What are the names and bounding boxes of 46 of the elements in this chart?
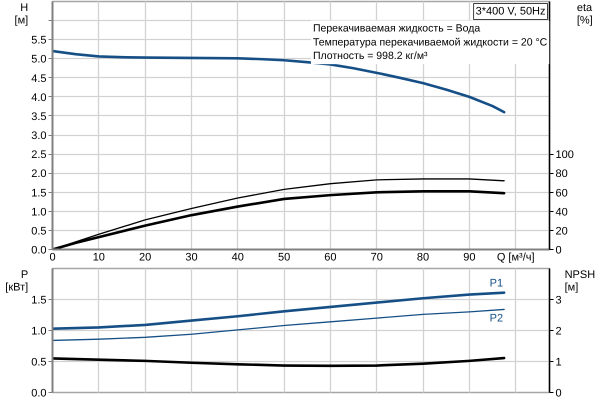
y-tick-label: 0.0 — [31, 388, 47, 400]
y2-axis-title: NPSH [м] — [564, 268, 596, 294]
y2-tick-label: 80 — [556, 168, 568, 180]
x-tick-label: 80 — [416, 252, 430, 264]
y-axis-title: P [кВт] — [5, 268, 28, 294]
y-tick-label: 5.5 — [31, 34, 47, 47]
series-label: P1 — [490, 278, 504, 290]
x-tick-label: 10 — [92, 252, 105, 264]
x-tick-label: Q [м³/ч] — [496, 252, 535, 264]
y2-tick-label: 0 — [556, 388, 562, 400]
y2-tick-label: 2 — [556, 326, 562, 338]
y2-tick-label: 20 — [556, 225, 568, 238]
annotation: Перекачиваемая жидкость = Вода — [312, 22, 480, 34]
chart-title: 3*400 V, 50Hz — [476, 6, 546, 18]
y-tick-label: 5.0 — [31, 54, 47, 66]
y-tick-label: 1.0 — [31, 206, 47, 218]
y-tick-label: 0.5 — [31, 356, 47, 368]
y2-tick-label: 40 — [556, 206, 568, 218]
x-tick-label: 0 — [49, 252, 56, 264]
x-tick-label: 30 — [185, 252, 198, 264]
x-tick-label: 70 — [370, 252, 383, 264]
series-label: P2 — [490, 312, 504, 324]
y-tick-label: 3.5 — [31, 110, 47, 123]
x-tick-label: 40 — [232, 252, 244, 264]
y-tick-label: 2.0 — [31, 168, 47, 180]
x-tick-label: 60 — [324, 252, 337, 264]
y2-tick-label: 100 — [556, 149, 574, 162]
y2-tick-label: 3 — [556, 294, 562, 306]
annotation: Температура перекачиваемой жидкости = 20 °C — [312, 36, 548, 48]
y-tick-label: 3.0 — [31, 130, 47, 142]
annotation: Плотность = 998.2 кг/м³ — [312, 50, 428, 62]
x-tick-label: 50 — [278, 252, 290, 264]
y-tick-label: 4.5 — [31, 72, 47, 85]
y-tick-label: 0.5 — [31, 225, 47, 238]
y-tick-label: 1.5 — [31, 294, 47, 306]
x-tick-label: 20 — [139, 252, 152, 264]
y2-axis-title: eta [%] — [576, 2, 594, 26]
y2-tick-label: 1 — [556, 356, 562, 368]
y-axis-title: H [м] — [14, 2, 28, 26]
y-tick-label: 1.5 — [31, 187, 47, 200]
x-tick-label: 90 — [463, 252, 476, 264]
y-tick-label: 1.0 — [31, 326, 47, 338]
y-tick-label: 2.5 — [31, 149, 47, 162]
y2-tick-label: 60 — [556, 187, 568, 200]
y-tick-label: 4.0 — [31, 92, 47, 104]
y-tick-label: 0.0 — [31, 244, 47, 256]
